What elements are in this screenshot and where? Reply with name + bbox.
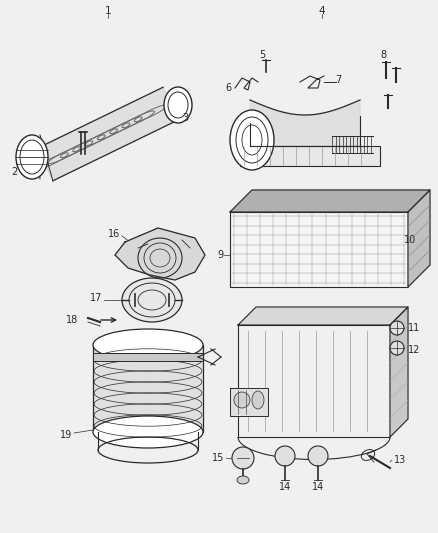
Text: 17: 17 [90,293,102,303]
Ellipse shape [234,392,250,408]
Ellipse shape [390,321,404,335]
Bar [93,345,203,432]
Bar [222,315,420,445]
Ellipse shape [275,446,295,466]
Text: 14: 14 [312,482,324,492]
Ellipse shape [122,278,182,322]
Bar [230,212,408,287]
Ellipse shape [230,110,274,170]
Text: 3: 3 [182,113,188,123]
Bar [222,18,420,200]
Text: 5: 5 [259,50,265,60]
Polygon shape [230,190,430,212]
Ellipse shape [93,329,203,361]
Polygon shape [408,190,430,287]
Text: 15: 15 [212,453,224,463]
Polygon shape [250,100,360,146]
Ellipse shape [237,476,249,484]
Ellipse shape [390,341,404,355]
Ellipse shape [232,447,254,469]
Text: 19: 19 [60,430,72,440]
Text: 12: 12 [408,345,420,355]
Text: 13: 13 [394,455,406,465]
Ellipse shape [308,446,328,466]
Polygon shape [390,307,408,437]
Text: 6: 6 [225,83,231,93]
Polygon shape [238,307,408,325]
Polygon shape [37,87,179,181]
Text: 8: 8 [380,50,386,60]
Polygon shape [115,228,205,280]
Ellipse shape [16,135,48,179]
Text: 14: 14 [279,482,291,492]
Bar [238,325,390,437]
Text: 2: 2 [11,167,17,177]
Ellipse shape [93,416,203,448]
Bar [230,388,268,416]
Text: 16: 16 [108,229,120,239]
Text: 4: 4 [319,6,325,16]
Bar [8,18,210,200]
Text: 7: 7 [335,75,341,85]
Text: 10: 10 [404,235,416,245]
Ellipse shape [252,391,264,409]
Text: 11: 11 [408,323,420,333]
Bar [240,146,380,166]
Text: 18: 18 [66,315,78,325]
Text: 1: 1 [105,6,111,16]
Text: 9: 9 [217,250,223,260]
Ellipse shape [164,87,192,123]
Bar [93,353,203,361]
